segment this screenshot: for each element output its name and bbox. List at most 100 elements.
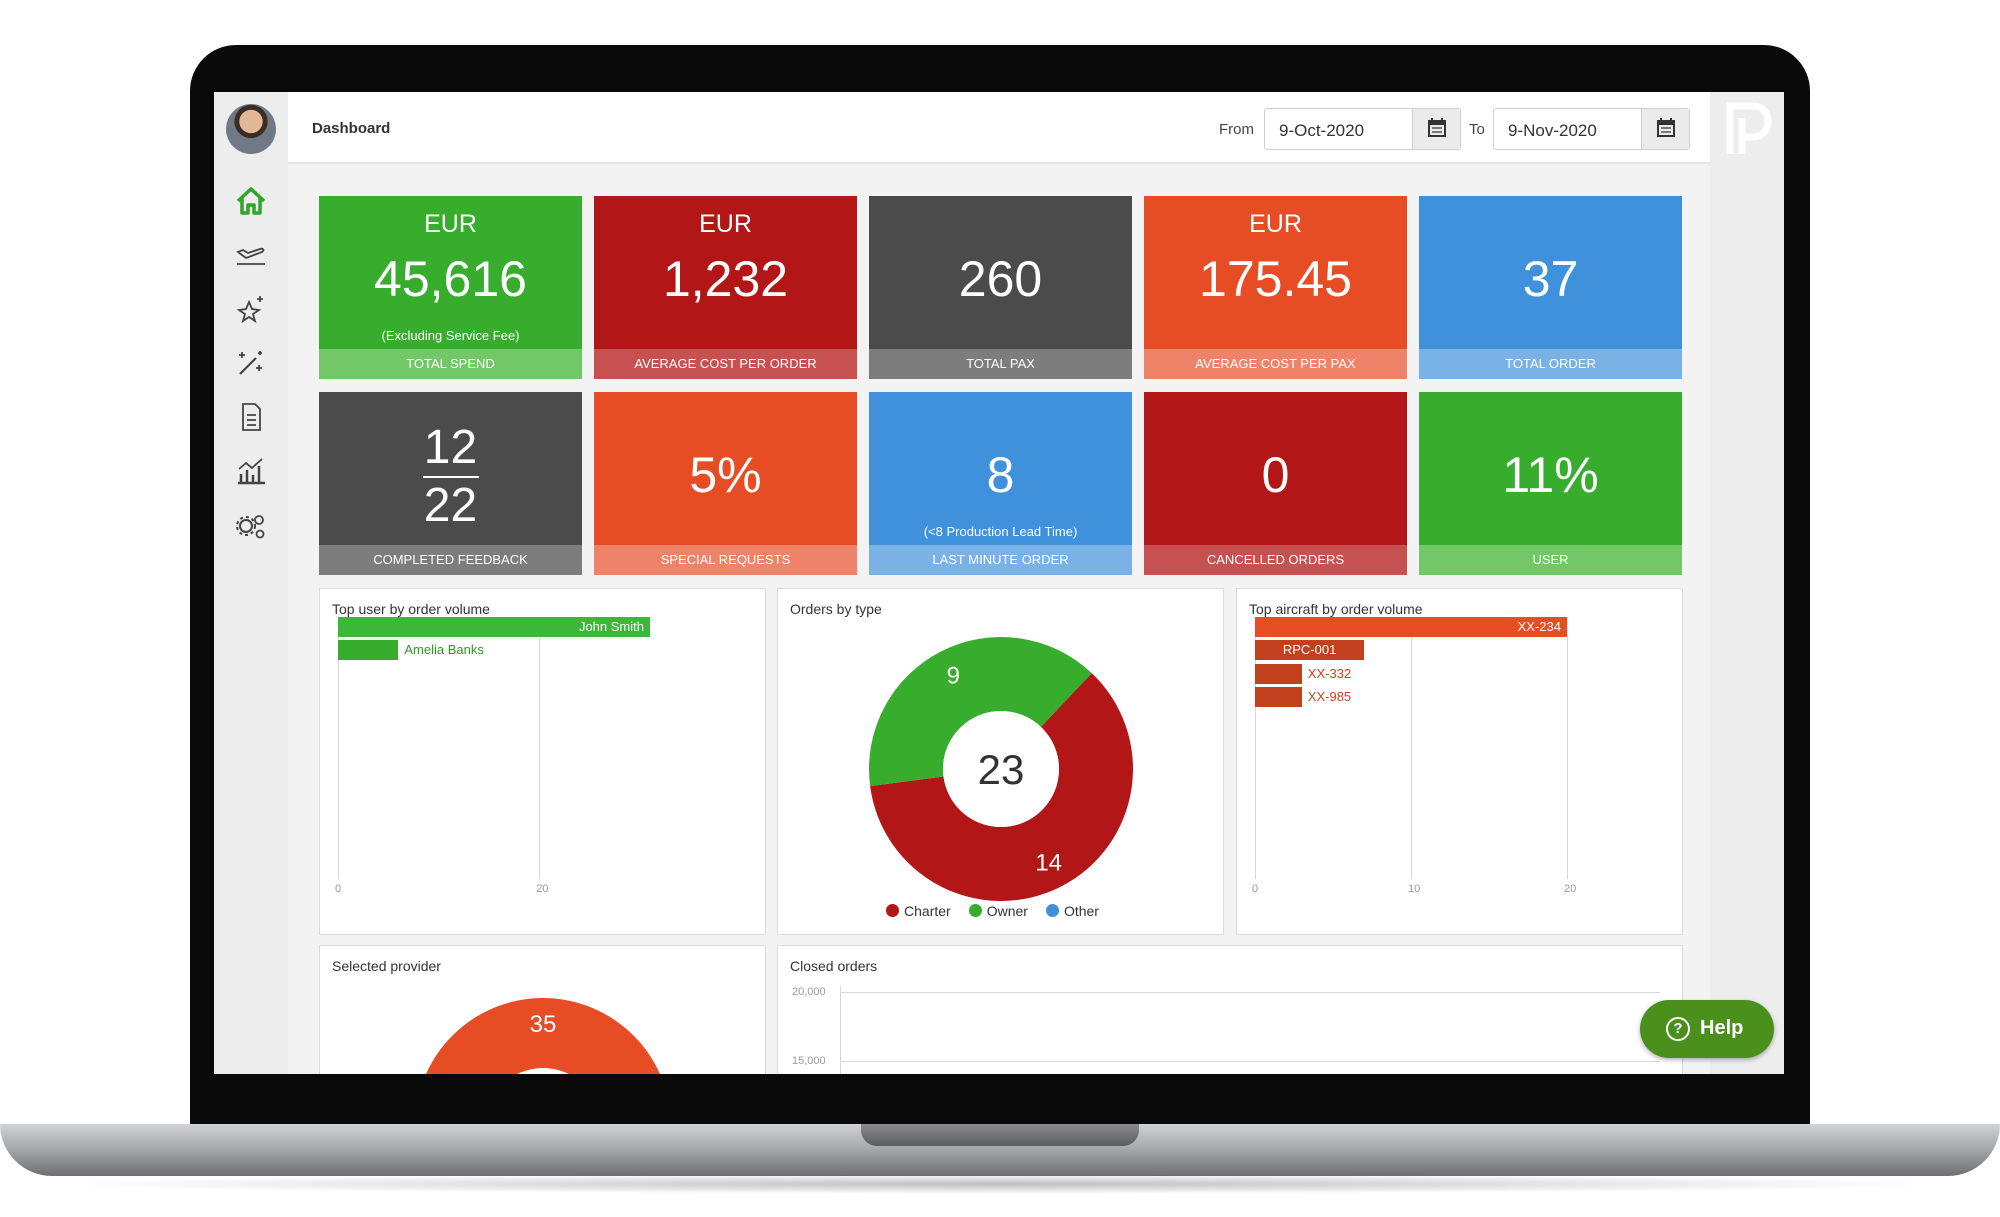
panel-top-user: Top user by order volume 0 20 John Smith Am… (319, 588, 766, 935)
donut-hole (943, 711, 1059, 827)
y-tick-label: 15,000 (792, 1055, 826, 1067)
bar-label: John Smith (578, 619, 644, 634)
question-circle-icon: ? (1666, 1017, 1690, 1041)
to-date-input[interactable]: 9-Nov-2020 (1493, 108, 1690, 150)
tile-label: LAST MINUTE ORDER (869, 545, 1132, 575)
calendar-icon[interactable] (1412, 109, 1460, 149)
magic-wand-icon[interactable] (234, 346, 268, 380)
tile-user: 11% USER (1419, 392, 1682, 575)
calendar-icon[interactable] (1641, 109, 1689, 149)
plane-icon[interactable] (234, 238, 268, 272)
main-content: Dashboard From 9-Oct-2020 To 9-Nov-2020 … (288, 92, 1710, 1074)
legend-label: Other (1063, 903, 1099, 919)
bar-label: XX-332 (1307, 665, 1352, 681)
tile-value: 1,232 (662, 251, 789, 307)
tile-label: TOTAL SPEND (319, 349, 582, 379)
tile-note: (<8 Production Lead Time) (923, 524, 1078, 539)
tile-total-pax: 260 TOTAL PAX (869, 196, 1132, 379)
panel-title: Top user by order volume (332, 601, 490, 617)
tile-currency: EUR (1249, 210, 1302, 238)
y-axis-line (840, 986, 841, 1074)
from-date-input[interactable]: 9-Oct-2020 (1264, 108, 1461, 150)
bar-label: Amelia Banks (404, 642, 484, 658)
to-date-value: 9-Nov-2020 (1508, 121, 1597, 140)
tile-value: 11% (1502, 447, 1599, 503)
avatar[interactable] (226, 104, 276, 154)
fraction-denominator: 22 (423, 479, 478, 532)
slice-value-label: 14 (1035, 850, 1062, 877)
legend-dot (968, 904, 982, 917)
panel-title: Selected provider (332, 958, 441, 974)
tile-value: 0 (1261, 447, 1290, 503)
provider-pie-hole (517, 1068, 569, 1074)
tile-value: 5% (689, 447, 762, 503)
bar[interactable] (1255, 687, 1302, 708)
page-title: Dashboard (312, 120, 391, 137)
gridline (840, 1061, 1660, 1062)
right-rail (1710, 92, 1784, 1074)
document-icon[interactable] (234, 400, 268, 434)
bar[interactable] (1255, 617, 1567, 637)
legend-item-charter[interactable]: Charter (886, 903, 951, 919)
tile-label: AVERAGE COST PER PAX (1144, 349, 1407, 379)
bar[interactable] (338, 640, 399, 661)
help-label: Help (1700, 1017, 1744, 1039)
bar-label: XX-234 (1517, 619, 1561, 634)
gridline (840, 992, 1660, 993)
donut-slice-charter[interactable] (870, 673, 1133, 901)
laptop-notch (861, 1124, 1139, 1146)
slice-value-label: 35 (530, 1011, 557, 1038)
selected-provider-pie: 35 (415, 998, 671, 1074)
analytics-icon[interactable] (234, 454, 268, 488)
tile-label: CANCELLED ORDERS (1144, 545, 1407, 575)
bar[interactable] (1255, 640, 1365, 661)
fraction-line (422, 476, 479, 478)
tile-average-cost-per-order: EUR 1,232 AVERAGE COST PER ORDER (594, 196, 857, 379)
donut-total: 23 (978, 746, 1025, 793)
x-tick-label: 20 (1564, 883, 1577, 895)
legend-label: Charter (904, 903, 951, 919)
home-icon[interactable] (234, 184, 268, 218)
tile-label: SPECIAL REQUESTS (594, 545, 857, 575)
legend-dot (1045, 904, 1059, 917)
x-tick-label: 0 (1252, 883, 1259, 895)
bar-label: RPC-001 (1282, 642, 1337, 658)
tile-value: 45,616 (374, 251, 527, 307)
settings-gears-icon[interactable] (234, 508, 268, 542)
tile-label: USER (1419, 545, 1682, 575)
sidebar (214, 92, 288, 1074)
tile-value: 37 (1522, 251, 1579, 307)
x-tick-label: 0 (335, 883, 342, 895)
tile-total-order: 37 TOTAL ORDER (1419, 196, 1682, 379)
from-label: From (1219, 121, 1254, 138)
tile-currency: EUR (424, 210, 477, 238)
panel-orders-by-type: Orders by type 14 9 23 Charter Owner Other (777, 588, 1224, 935)
to-label: To (1469, 121, 1485, 138)
bar[interactable] (338, 617, 650, 637)
tile-note: (Excluding Service Fee) (381, 328, 520, 343)
gridline (1567, 617, 1568, 879)
top-bar: Dashboard From 9-Oct-2020 To 9-Nov-2020 (288, 92, 1710, 164)
provider-slice[interactable] (415, 998, 671, 1074)
gridline (1411, 617, 1412, 879)
tile-label: AVERAGE COST PER ORDER (594, 349, 857, 379)
tile-value: 175.45 (1199, 251, 1352, 307)
tile-cancelled-orders: 0 CANCELLED ORDERS (1144, 392, 1407, 575)
tile-label: COMPLETED FEEDBACK (319, 545, 582, 575)
x-tick-label: 10 (1408, 883, 1421, 895)
legend-item-other[interactable]: Other (1045, 903, 1099, 919)
slice-value-label: 9 (947, 662, 960, 689)
tile-value: 8 (986, 447, 1015, 503)
sparkle-star-icon[interactable] (234, 292, 268, 326)
bar-label: XX-985 (1307, 689, 1352, 705)
panel-selected-provider: Selected provider 35 (319, 945, 766, 1074)
help-button[interactable]: ? Help (1640, 1000, 1774, 1058)
app-screen: Dashboard From 9-Oct-2020 To 9-Nov-2020 … (214, 92, 1784, 1074)
tile-value: 260 (958, 251, 1043, 307)
panel-closed-orders: Closed orders 20,000 15,000 (777, 945, 1683, 1074)
bar[interactable] (1255, 663, 1302, 684)
legend-item-owner[interactable]: Owner (968, 903, 1028, 919)
donut-slice-owner[interactable] (869, 637, 1092, 787)
x-tick-label: 20 (536, 883, 549, 895)
gridline (1255, 617, 1256, 879)
